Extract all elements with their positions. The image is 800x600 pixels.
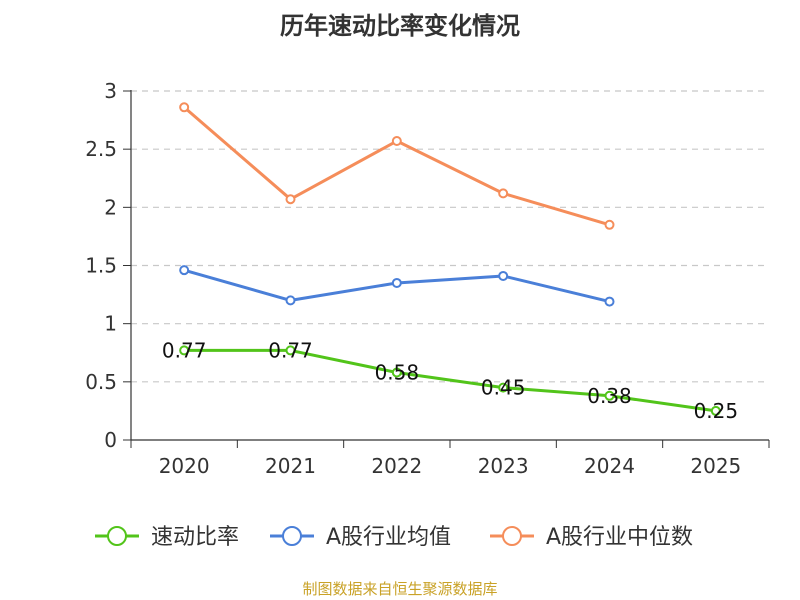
x-tick-label: 2022 xyxy=(371,454,422,478)
series-line xyxy=(184,348,717,413)
data-label: 0.38 xyxy=(587,384,632,408)
data-label: 0.77 xyxy=(162,338,207,362)
legend-label: A股行业中位数 xyxy=(546,525,693,550)
x-tick-label: 2024 xyxy=(584,454,635,478)
data-point xyxy=(391,367,402,378)
data-point xyxy=(604,219,615,230)
data-point xyxy=(498,382,509,393)
data-point xyxy=(179,345,190,356)
y-tick-label: 2 xyxy=(104,195,117,219)
data-label: 0.25 xyxy=(694,399,739,423)
data-point xyxy=(285,295,296,306)
legend-label: 速动比率 xyxy=(151,525,239,550)
data-label: 0.58 xyxy=(375,361,420,385)
y-tick-label: 3 xyxy=(104,79,117,103)
data-point xyxy=(285,194,296,205)
legend-marker xyxy=(502,526,522,546)
data-label: 0.45 xyxy=(481,376,526,400)
x-tick-label: 2021 xyxy=(265,454,316,478)
data-point xyxy=(179,102,190,113)
legend-marker xyxy=(107,526,127,546)
data-point xyxy=(179,265,190,276)
y-tick-label: 0.5 xyxy=(85,370,117,394)
data-point xyxy=(604,390,615,401)
data-point xyxy=(391,277,402,288)
y-tick-label: 1 xyxy=(104,312,117,336)
y-tick-label: 0 xyxy=(104,428,117,452)
data-point xyxy=(604,296,615,307)
y-tick-label: 1.5 xyxy=(85,254,117,278)
chart-title: 历年速动比率变化情况 xyxy=(280,12,520,40)
source-note: 制图数据来自恒生聚源数据库 xyxy=(302,580,498,598)
data-point xyxy=(498,270,509,281)
data-point xyxy=(498,188,509,199)
data-point xyxy=(285,345,296,356)
data-point xyxy=(391,136,402,147)
data-label: 0.77 xyxy=(268,338,313,362)
x-tick-label: 2025 xyxy=(690,454,741,478)
data-point xyxy=(710,405,721,416)
y-tick-label: 2.5 xyxy=(85,137,117,161)
x-tick-label: 2020 xyxy=(159,454,210,478)
legend-marker xyxy=(282,526,302,546)
legend-label: A股行业均值 xyxy=(326,525,451,550)
x-tick-label: 2023 xyxy=(478,454,529,478)
